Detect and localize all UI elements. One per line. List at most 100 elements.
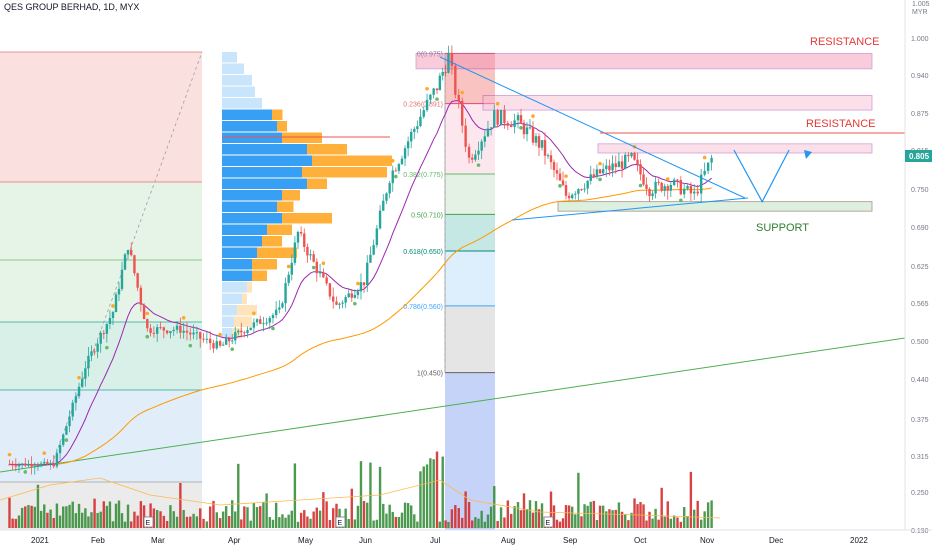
volume-bar	[660, 487, 663, 528]
sr-zones[interactable]	[415, 53, 873, 212]
volume-bar	[46, 512, 49, 528]
volume-bar	[93, 498, 96, 528]
volume-profile-up	[222, 328, 232, 339]
volume-bar	[471, 520, 474, 528]
volume-bar	[328, 520, 332, 528]
candle-body	[133, 255, 136, 274]
candle-body	[306, 246, 309, 256]
volume-bar	[480, 510, 483, 528]
fib-retracement-july[interactable]: 0(0.975) 0.236(0.891) 0.382(0.775) 0.5(0.71…	[403, 51, 495, 530]
volume-bar	[195, 516, 199, 528]
volume-bar	[522, 493, 526, 528]
signal-dot	[598, 177, 602, 182]
candle-body	[17, 464, 21, 467]
volume-profile-down	[307, 178, 327, 189]
volume-bar	[669, 518, 673, 528]
candle-body	[77, 386, 81, 397]
volume-bar	[444, 520, 447, 528]
candle-body	[353, 295, 357, 298]
volume-profile-down	[282, 132, 322, 143]
volume-bar	[17, 515, 21, 528]
signal-dot	[188, 343, 193, 348]
volume-profile	[222, 52, 392, 339]
volume-bar	[577, 472, 580, 528]
signal-dot	[286, 264, 291, 269]
time-tick-label: 2022	[850, 536, 868, 545]
fib-band	[445, 251, 495, 306]
volume-bar	[111, 521, 115, 528]
candle-body	[325, 277, 328, 284]
candle-body	[293, 242, 297, 263]
resistance-zone[interactable]	[482, 95, 873, 111]
candle-body	[33, 466, 36, 468]
volume-bar	[218, 518, 222, 528]
volume-bar	[240, 519, 243, 528]
price-tick-label: 0.440	[911, 377, 929, 384]
candle-body	[162, 327, 166, 331]
volume-bar	[410, 505, 413, 528]
candle-body	[117, 288, 121, 295]
volume-profile-up	[222, 201, 277, 212]
fib-band	[445, 214, 495, 251]
volume-profile-down	[247, 282, 252, 293]
candle-body	[290, 262, 293, 275]
volume-profile-down	[237, 305, 257, 316]
candle-body	[403, 148, 407, 159]
price-tick-label: 0.940	[911, 73, 929, 80]
volume-bar	[706, 502, 710, 528]
volume-bar	[416, 521, 419, 528]
earnings-marker[interactable]	[335, 516, 346, 528]
volume-profile-down	[282, 213, 332, 224]
volume-profile-down	[302, 167, 387, 178]
volume-bar	[555, 519, 559, 528]
volume-profile-up	[222, 167, 302, 178]
candle-body	[90, 351, 93, 356]
candle-body	[287, 274, 290, 284]
candle-body	[284, 283, 287, 304]
volume-bar	[332, 508, 335, 528]
candle-body	[493, 110, 496, 128]
earnings-marker[interactable]	[543, 516, 554, 528]
candle-body	[425, 99, 429, 111]
volume-profile-down	[307, 144, 347, 155]
volume-bar	[202, 518, 205, 528]
volume-bar	[366, 502, 369, 528]
symbol-header[interactable]: QES GROUP BERHAD, 1D, MYX	[4, 2, 139, 12]
projection-path[interactable]	[733, 149, 790, 203]
resistance-zone[interactable]	[415, 53, 873, 70]
long-trend-line[interactable]	[0, 337, 906, 473]
signal-dot	[181, 316, 186, 320]
candle-body	[105, 324, 109, 334]
volume-profile-down	[252, 259, 277, 270]
price-tick-label: 0.875	[911, 111, 929, 118]
time-tick-label: May	[298, 536, 313, 545]
descending-trendline[interactable]	[439, 56, 746, 199]
candle-body	[366, 262, 369, 286]
volume-profile-down	[262, 236, 282, 247]
candle-body	[561, 180, 565, 186]
support-zone[interactable]	[557, 201, 873, 212]
ascending-support-line[interactable]	[511, 197, 749, 221]
candle-body	[391, 170, 394, 184]
volume-bar	[234, 511, 237, 528]
volume-bar	[513, 506, 516, 528]
volume-bar	[212, 500, 215, 528]
candle-body	[699, 174, 703, 194]
candle-body	[422, 110, 425, 117]
earnings-marker[interactable]	[143, 516, 154, 528]
volume-bar	[322, 492, 325, 528]
volume-bar	[309, 518, 312, 528]
candle-body	[432, 88, 435, 95]
volume-bar	[20, 507, 24, 528]
volume-bar	[271, 519, 275, 528]
candle-body	[195, 332, 199, 334]
candle-body	[651, 193, 654, 197]
candle-body	[577, 189, 580, 194]
current-price-tag[interactable]	[905, 150, 932, 162]
volume-bar	[592, 500, 596, 528]
candle-body	[397, 164, 401, 171]
candle-body	[126, 249, 130, 255]
candle-body	[108, 318, 112, 325]
